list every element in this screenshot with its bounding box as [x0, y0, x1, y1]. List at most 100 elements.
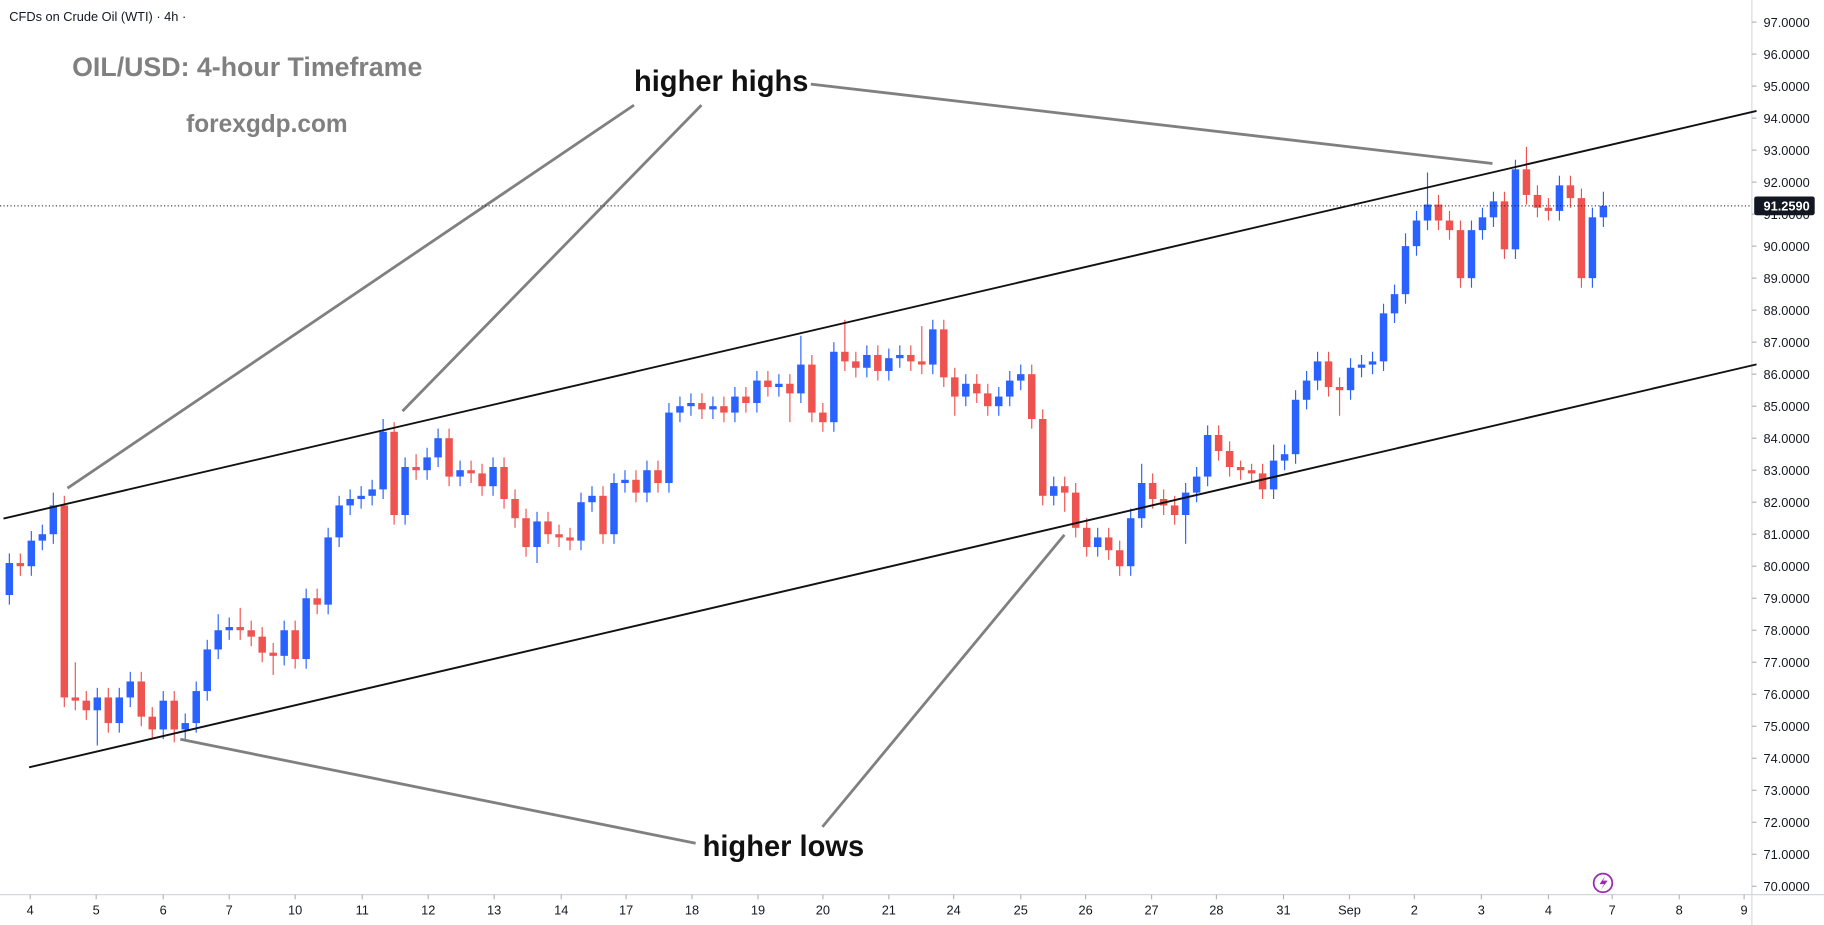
candle-body — [467, 470, 475, 474]
candle-body — [1170, 505, 1179, 516]
candle-body — [1104, 537, 1113, 551]
x-tick-label: 26 — [1078, 902, 1092, 917]
candle-body — [885, 358, 893, 371]
candle-body — [709, 406, 717, 410]
pointer-line — [66, 103, 635, 490]
candle-body — [588, 495, 596, 503]
x-tick-label: 6 — [160, 902, 167, 917]
last-price-label: 91.2590 — [1764, 198, 1810, 213]
y-tick-label: 74.0000 — [1764, 751, 1810, 766]
candle-body — [742, 396, 750, 403]
chart-title: OIL/USD: 4-hour Timeframe — [72, 52, 422, 82]
chart-subtitle: forexgdp.com — [186, 111, 347, 138]
y-tick-label: 94.0000 — [1764, 111, 1810, 126]
pointer-line — [810, 82, 1493, 165]
candle-body — [1467, 230, 1476, 279]
candle-body — [764, 380, 772, 387]
candle-body — [1017, 374, 1025, 381]
candle-body — [1412, 220, 1421, 247]
candle-body — [1368, 361, 1377, 365]
x-tick-label: 7 — [1609, 902, 1616, 917]
y-tick-label: 84.0000 — [1764, 431, 1810, 446]
y-tick-label: 79.0000 — [1764, 591, 1810, 606]
candle-body — [1324, 361, 1333, 387]
last-price-box — [1754, 196, 1815, 216]
candle-body — [1093, 537, 1102, 548]
y-tick-label: 81.0000 — [1764, 527, 1810, 542]
candle-body — [753, 380, 761, 403]
candle-body — [214, 630, 222, 650]
y-tick-label: 76.0000 — [1764, 687, 1810, 702]
x-tick-label: 11 — [356, 902, 369, 917]
candle-body — [522, 518, 530, 548]
icon-circle[interactable] — [1592, 872, 1614, 894]
candle-body — [71, 697, 80, 701]
x-tick-label: 27 — [1144, 902, 1158, 917]
candle-body — [258, 636, 266, 653]
x-tick-label: 7 — [226, 902, 233, 917]
x-tick-label: Sep — [1338, 902, 1361, 917]
x-tick-label: 10 — [288, 902, 302, 917]
x-tick-label: 5 — [93, 902, 100, 917]
x-tick-label: 13 — [487, 902, 501, 917]
candle-body — [1511, 169, 1520, 250]
pointer-line — [821, 534, 1066, 828]
upper-channel-line — [3, 110, 1757, 520]
y-tick-label: 73.0000 — [1764, 783, 1810, 798]
candle-body — [1478, 217, 1487, 231]
trend-lines — [3, 82, 1757, 845]
candle-body — [1489, 201, 1498, 218]
candle-body — [1049, 486, 1058, 496]
candle-body — [555, 534, 563, 538]
candle-body — [346, 499, 354, 506]
candle-body — [357, 495, 365, 500]
candle-body — [1028, 374, 1036, 419]
y-tick-label: 90.0000 — [1764, 239, 1810, 254]
candle-body — [247, 630, 255, 637]
candle-body — [940, 329, 948, 378]
candle-body — [5, 563, 14, 596]
candle-body — [1434, 204, 1443, 221]
annotation: higher lows — [703, 831, 865, 863]
candle-body — [698, 402, 706, 410]
x-tick-label: 9 — [1741, 902, 1748, 917]
x-tick-label: 31 — [1276, 902, 1290, 917]
replay-icon[interactable] — [1592, 872, 1614, 894]
candle-body — [434, 438, 442, 458]
candle-body — [478, 473, 486, 487]
candle-body — [654, 470, 662, 484]
candle-body — [984, 393, 992, 407]
candle-body — [368, 489, 376, 496]
candle-body — [159, 700, 167, 730]
candle-body — [1038, 418, 1047, 496]
candle-body — [863, 354, 871, 368]
candle-body — [1060, 486, 1069, 493]
x-tick-label: 14 — [554, 902, 568, 917]
candle-body — [1357, 364, 1366, 368]
candle-body — [1588, 217, 1597, 279]
x-tick-label: 8 — [1676, 902, 1683, 917]
x-tick-label: 18 — [685, 902, 699, 917]
candle-body — [643, 470, 651, 493]
candle-body — [676, 406, 684, 413]
candle-body — [401, 467, 409, 516]
icon-bolt[interactable] — [1599, 875, 1608, 890]
candle-body — [192, 691, 200, 724]
x-tick-label: 17 — [619, 902, 633, 917]
candle-body — [38, 534, 47, 541]
candle-body — [27, 540, 36, 567]
y-tick-label: 87.0000 — [1764, 335, 1810, 350]
candle-body — [962, 383, 970, 397]
candle-body — [577, 502, 585, 541]
candle-body — [1291, 399, 1300, 455]
candle-body — [1335, 386, 1344, 391]
candle-body — [324, 537, 332, 605]
candle-body — [126, 681, 135, 698]
candle-body — [566, 537, 574, 541]
candle-body — [1401, 246, 1410, 295]
candle-body — [731, 396, 739, 413]
candle-body — [170, 700, 178, 730]
candle-body — [797, 364, 805, 394]
candle-body — [841, 351, 849, 362]
